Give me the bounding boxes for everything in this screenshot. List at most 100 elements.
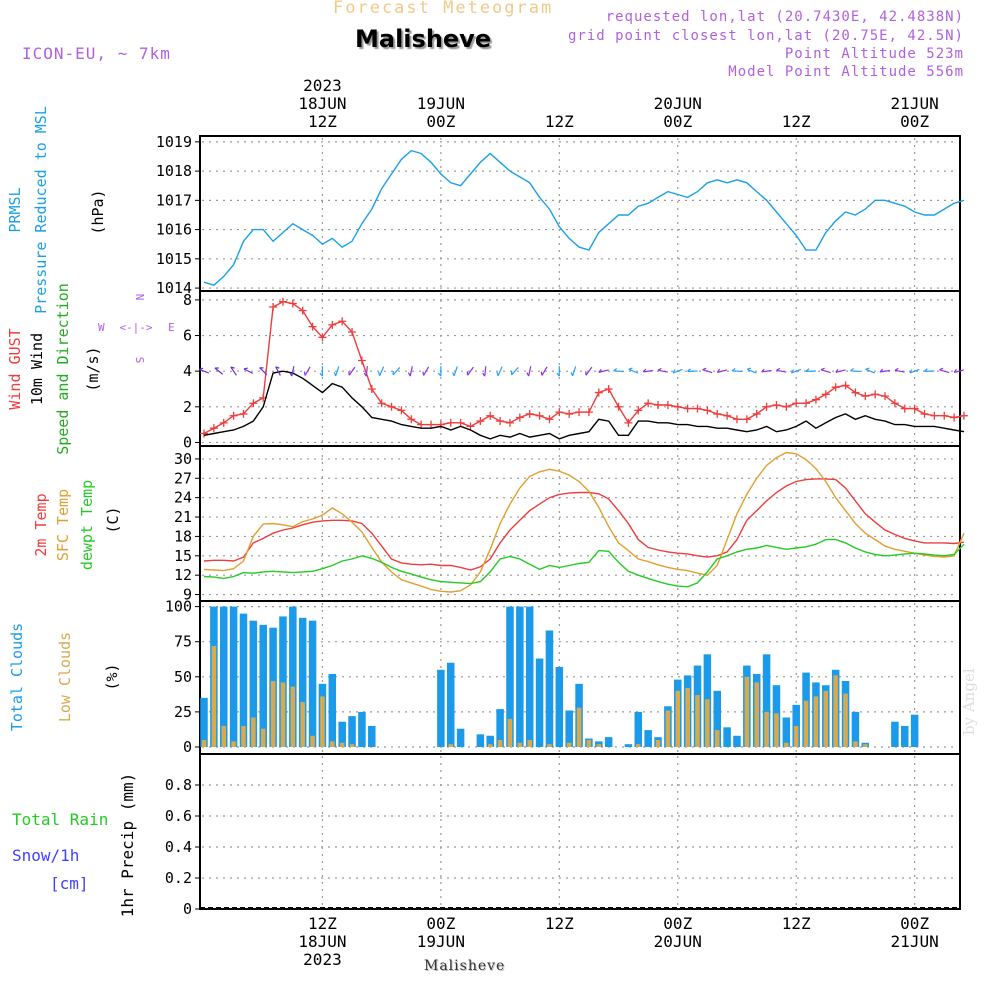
wind-series-0-marker [229, 411, 238, 420]
wind-direction-arrow [482, 366, 487, 377]
clouds-series-0-bar [249, 620, 258, 747]
wind-label-10m: 10m Wind [28, 333, 46, 405]
wind-series-0-marker [654, 401, 663, 410]
wind-direction-arrow [496, 366, 503, 376]
wind-direction-arrow [319, 366, 324, 377]
wind-direction-arrow [687, 368, 698, 372]
bottom-time-label-0: 2023 [303, 950, 342, 969]
top-time-label-1: 00Z [426, 112, 455, 131]
clouds-series-0-bar [762, 654, 771, 747]
wind-series-0-marker [348, 327, 357, 336]
clouds-series-0-bar [437, 669, 445, 747]
clouds-ytick-label-4: 100 [165, 598, 192, 616]
clouds-series-0-bar [219, 606, 228, 747]
clouds-series-1-bar [705, 699, 710, 747]
wind-direction-arrow [303, 366, 311, 376]
compass-e: E [168, 321, 175, 334]
wind-direction-arrow [199, 367, 209, 374]
wind-direction-arrow [761, 368, 772, 373]
location-title: Malisheve [355, 25, 492, 53]
clouds-series-0-bar [555, 666, 564, 747]
top-time-label-5: 21JUN [891, 94, 939, 113]
wind-series-0-marker [900, 404, 909, 413]
precip-ytick-label-3: 0.6 [165, 807, 192, 825]
top-time-label-5: 00Z [900, 112, 929, 131]
wind-series-0-marker [417, 420, 426, 429]
wind-direction-arrow [731, 368, 743, 373]
wind-series-0-marker [397, 406, 406, 415]
wind-series-0-marker [703, 406, 712, 415]
wind-series-0-marker [505, 418, 514, 427]
wind-direction-arrow [348, 366, 356, 376]
wind-direction-arrow [275, 366, 281, 376]
clouds-series-0-bar [358, 711, 366, 747]
clouds-series-0-bar [535, 658, 544, 747]
precip-label-cm: [cm] [50, 874, 89, 893]
clouds-series-1-bar [695, 695, 700, 747]
wind-direction-arrow [598, 368, 609, 373]
pressure-series-0-line [203, 149, 965, 286]
wind-direction-arrow [437, 366, 442, 377]
top-time-label-0: 2023 [303, 76, 342, 95]
temp-label-dewpt: dewpt Temp [78, 480, 96, 570]
point-altitude: Point Altitude 523m [784, 46, 964, 62]
wind-direction-arrow [289, 366, 295, 377]
pressure-label-msl: Pressure Reduced to MSL [32, 106, 50, 314]
bottom-time-label-1: 00Z [426, 914, 455, 933]
clouds-series-0-bar [733, 735, 741, 747]
clouds-ytick-label-3: 75 [174, 633, 192, 651]
wind-series-0-marker [634, 406, 643, 415]
clouds-series-1-bar [448, 744, 453, 747]
wind-direction-arrow [540, 366, 548, 376]
wind-direction-arrow [377, 366, 385, 376]
temperature-ytick-label-5: 24 [174, 489, 192, 507]
bottom-time-label-3: 00Z [663, 914, 692, 933]
wind-direction-arrow [953, 368, 965, 373]
wind-series-0-marker [466, 422, 475, 431]
clouds-series-1-bar [566, 742, 572, 747]
clouds-ytick-label-0: 0 [183, 738, 192, 756]
wind-direction-arrow [570, 366, 577, 377]
bottom-time-label-4: 12Z [782, 914, 811, 933]
wind-direction-arrow [850, 368, 861, 373]
temperature-ytick-label-3: 18 [174, 527, 192, 545]
pressure-label-prmsl: PRMSL [6, 187, 24, 232]
wind-direction-arrow [939, 367, 950, 374]
model-altitude: Model Point Altitude 556m [728, 64, 964, 80]
clouds-series-0-bar [496, 709, 504, 747]
temperature-series-1-line [203, 451, 965, 593]
meteogram-heading: Forecast Meteogram [333, 0, 554, 18]
wind-series-0-marker [269, 303, 278, 312]
clouds-series-1-bar [675, 690, 681, 747]
clouds-series-1-bar [280, 682, 286, 747]
wind-series-0-marker [278, 297, 287, 306]
wind-series-0-marker [821, 390, 830, 399]
wind-direction-arrow [392, 367, 401, 376]
wind-series-0-marker [427, 420, 436, 429]
wind-direction-arrow [466, 366, 474, 376]
temp-label-2m: 2m Temp [32, 493, 50, 556]
clouds-series-1-bar [744, 676, 750, 747]
wind-direction-arrow [805, 368, 817, 372]
clouds-series-0-bar [328, 673, 337, 747]
top-time-label-0: 18JUN [298, 94, 346, 113]
requested-coordinates: requested lon,lat (20.7430E, 42.4838N) [605, 9, 964, 25]
wind-series-0-marker [693, 404, 702, 413]
clouds-series-0-bar [338, 721, 346, 747]
clouds-series-0-bar [308, 620, 317, 747]
clouds-series-0-bar [891, 721, 899, 747]
pressure-panel-frame [199, 135, 961, 292]
wind-series-0-marker [308, 322, 317, 331]
precip-label-snow: Snow/1h [12, 846, 79, 865]
wind-series-0-marker [575, 408, 584, 417]
clouds-series-1-bar [527, 739, 532, 747]
clouds-series-0-bar [348, 716, 356, 747]
precip-ytick-label-0: 0 [183, 900, 192, 918]
wind-series-0-marker [328, 320, 337, 329]
clouds-series-0-bar [901, 725, 909, 747]
temperature-panel-frame [199, 445, 961, 602]
wind-direction-arrow [879, 368, 891, 373]
wind-series-0-marker [555, 408, 564, 417]
clouds-series-0-bar [644, 730, 652, 747]
